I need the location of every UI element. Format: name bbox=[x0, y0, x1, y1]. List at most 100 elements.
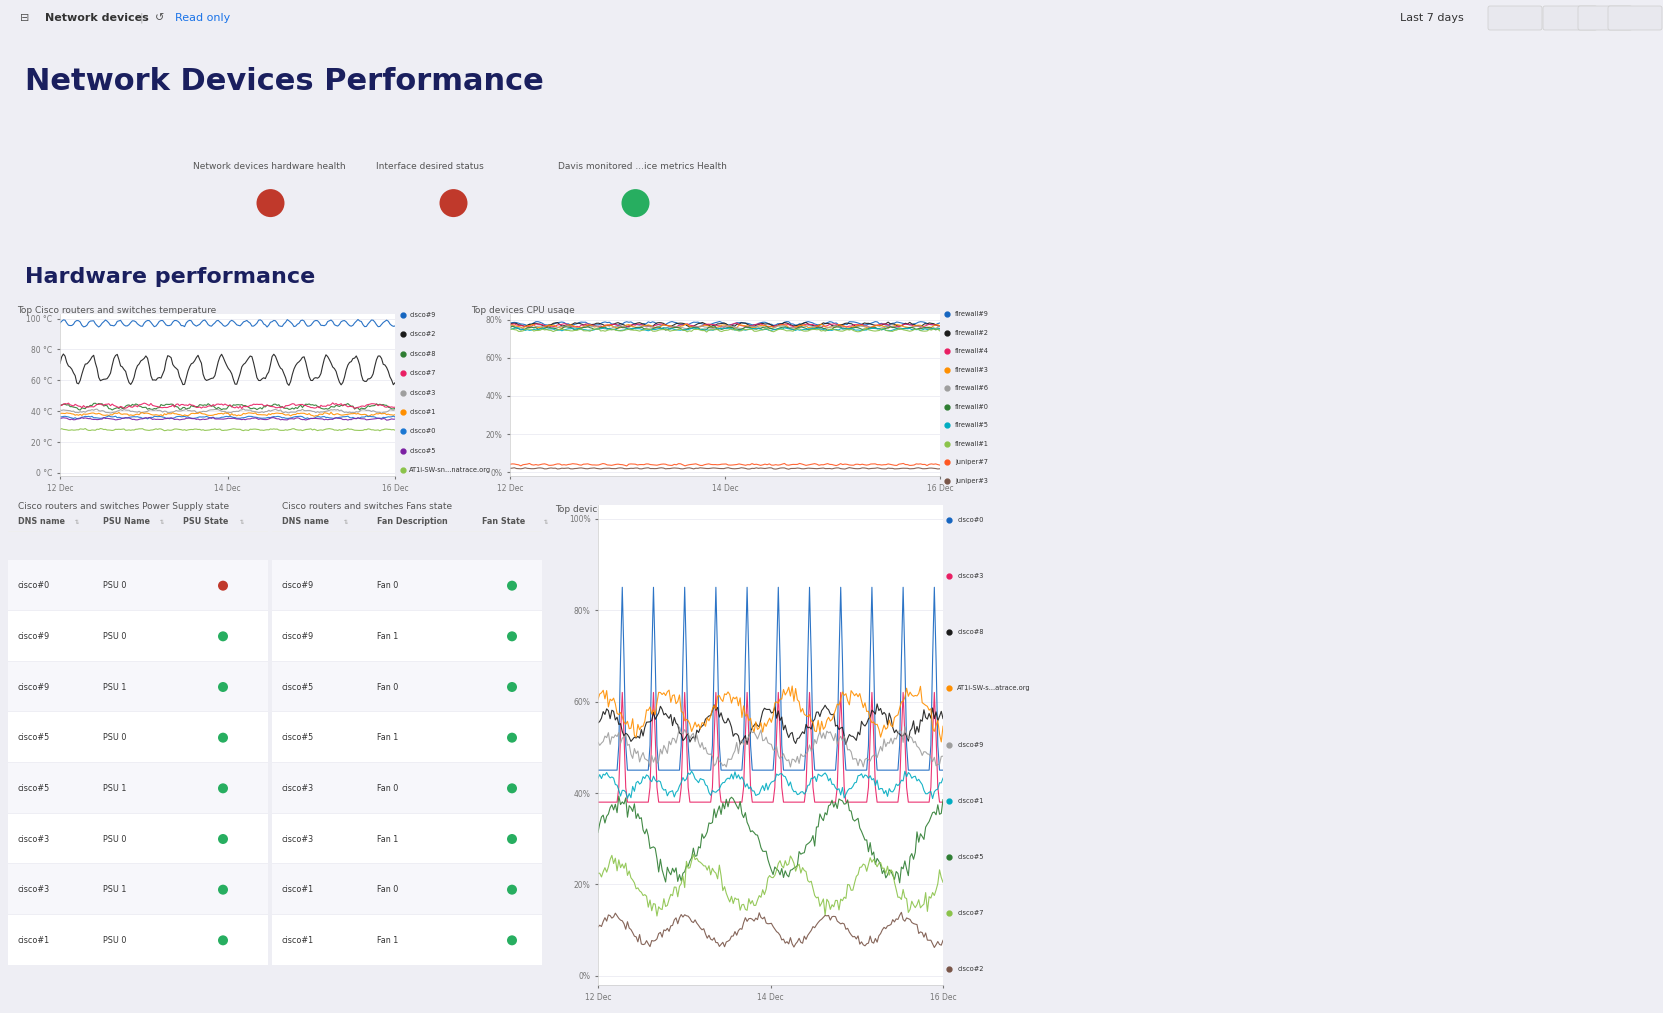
FancyBboxPatch shape bbox=[8, 915, 268, 964]
Text: firewall#2: firewall#2 bbox=[955, 330, 989, 335]
Text: cisco#5: cisco#5 bbox=[283, 683, 314, 692]
Ellipse shape bbox=[622, 189, 650, 217]
Text: Read only: Read only bbox=[175, 13, 229, 23]
Ellipse shape bbox=[256, 189, 284, 217]
Text: cisco#7: cisco#7 bbox=[409, 370, 436, 376]
Text: ⊟: ⊟ bbox=[20, 13, 30, 23]
Text: Fan 1: Fan 1 bbox=[378, 835, 397, 844]
Ellipse shape bbox=[439, 189, 467, 217]
Text: DNS name: DNS name bbox=[283, 518, 329, 527]
Text: firewall#0: firewall#0 bbox=[955, 404, 989, 409]
Text: cisco#9: cisco#9 bbox=[409, 312, 436, 318]
Text: Interface desired status: Interface desired status bbox=[376, 162, 484, 171]
FancyBboxPatch shape bbox=[273, 661, 542, 711]
Ellipse shape bbox=[507, 732, 517, 743]
Text: Last 7 days: Last 7 days bbox=[1400, 13, 1463, 23]
Text: cisco#1: cisco#1 bbox=[283, 885, 314, 894]
Text: cisco#8: cisco#8 bbox=[958, 629, 984, 635]
Text: ⇅: ⇅ bbox=[343, 520, 348, 525]
Text: cisco#1: cisco#1 bbox=[283, 936, 314, 945]
FancyBboxPatch shape bbox=[1543, 6, 1596, 30]
Text: firewall#1: firewall#1 bbox=[955, 441, 989, 447]
FancyBboxPatch shape bbox=[8, 813, 268, 863]
FancyBboxPatch shape bbox=[8, 763, 268, 812]
Text: Fan 1: Fan 1 bbox=[378, 733, 397, 743]
Text: Network Devices Performance: Network Devices Performance bbox=[25, 67, 544, 95]
Ellipse shape bbox=[507, 580, 517, 591]
Text: Fan 1: Fan 1 bbox=[378, 632, 397, 641]
Text: PSU 0: PSU 0 bbox=[103, 733, 126, 743]
Text: Cisco routers and switches Fans state: Cisco routers and switches Fans state bbox=[283, 502, 452, 511]
Text: cisco#5: cisco#5 bbox=[18, 784, 50, 793]
Text: Network devices hardware health: Network devices hardware health bbox=[193, 162, 346, 171]
FancyBboxPatch shape bbox=[273, 813, 542, 863]
Text: juniper#3: juniper#3 bbox=[955, 478, 988, 484]
Text: cisco#5: cisco#5 bbox=[409, 448, 436, 454]
Text: cisco#5: cisco#5 bbox=[18, 733, 50, 743]
FancyBboxPatch shape bbox=[1578, 6, 1631, 30]
Text: cisco#0: cisco#0 bbox=[18, 581, 50, 591]
Ellipse shape bbox=[218, 834, 228, 844]
Text: Fan State: Fan State bbox=[482, 518, 526, 527]
Text: cisco#5: cisco#5 bbox=[283, 733, 314, 743]
Text: firewall#5: firewall#5 bbox=[955, 422, 989, 428]
Text: AT1i-SW-s...atrace.org: AT1i-SW-s...atrace.org bbox=[958, 686, 1031, 692]
Text: Hardware performance: Hardware performance bbox=[25, 267, 316, 287]
Text: ⇅: ⇅ bbox=[73, 520, 80, 525]
Text: |: | bbox=[140, 13, 143, 23]
Text: Fan 0: Fan 0 bbox=[378, 784, 397, 793]
Text: cisco#8: cisco#8 bbox=[409, 350, 436, 357]
Text: AT1i-SW-sn...natrace.org: AT1i-SW-sn...natrace.org bbox=[409, 467, 491, 473]
Text: cisco#7: cisco#7 bbox=[958, 910, 984, 916]
Ellipse shape bbox=[507, 783, 517, 793]
Text: PSU 0: PSU 0 bbox=[103, 936, 126, 945]
Text: cisco#3: cisco#3 bbox=[409, 390, 436, 395]
Text: cisco#1: cisco#1 bbox=[18, 936, 50, 945]
Text: firewall#4: firewall#4 bbox=[955, 348, 989, 355]
Text: cisco#9: cisco#9 bbox=[18, 632, 50, 641]
Text: cisco#3: cisco#3 bbox=[958, 573, 984, 579]
Text: cisco#0: cisco#0 bbox=[958, 517, 984, 523]
Text: cisco#1: cisco#1 bbox=[409, 409, 436, 415]
Text: PSU 0: PSU 0 bbox=[103, 632, 126, 641]
Ellipse shape bbox=[218, 631, 228, 641]
FancyBboxPatch shape bbox=[1608, 6, 1661, 30]
Text: Fan Description: Fan Description bbox=[378, 518, 447, 527]
FancyBboxPatch shape bbox=[273, 560, 542, 610]
Text: cisco#3: cisco#3 bbox=[283, 784, 314, 793]
Text: PSU 1: PSU 1 bbox=[103, 885, 126, 894]
Text: Fan 0: Fan 0 bbox=[378, 581, 397, 591]
Text: Network devices: Network devices bbox=[45, 13, 148, 23]
Text: cisco#3: cisco#3 bbox=[18, 835, 50, 844]
Text: cisco#2: cisco#2 bbox=[958, 966, 984, 971]
Text: cisco#9: cisco#9 bbox=[283, 581, 314, 591]
Ellipse shape bbox=[507, 935, 517, 945]
Text: cisco#9: cisco#9 bbox=[18, 683, 50, 692]
Text: ⇅: ⇅ bbox=[158, 520, 165, 525]
Text: cisco#1: cisco#1 bbox=[958, 797, 984, 803]
Text: cisco#3: cisco#3 bbox=[18, 885, 50, 894]
Text: ⇅: ⇅ bbox=[238, 520, 244, 525]
Ellipse shape bbox=[218, 935, 228, 945]
FancyBboxPatch shape bbox=[1488, 6, 1542, 30]
Text: cisco#2: cisco#2 bbox=[409, 331, 436, 337]
Text: Top Cisco routers and switches temperature: Top Cisco routers and switches temperatu… bbox=[17, 306, 216, 315]
Text: PSU 1: PSU 1 bbox=[103, 683, 126, 692]
FancyBboxPatch shape bbox=[8, 864, 268, 914]
Text: juniper#7: juniper#7 bbox=[955, 459, 988, 465]
FancyBboxPatch shape bbox=[273, 763, 542, 812]
FancyBboxPatch shape bbox=[8, 611, 268, 660]
Text: Top devices memory usage: Top devices memory usage bbox=[555, 505, 679, 515]
Text: Davis monitored ...ice metrics Health: Davis monitored ...ice metrics Health bbox=[559, 162, 727, 171]
Ellipse shape bbox=[507, 884, 517, 894]
Text: Fan 1: Fan 1 bbox=[378, 936, 397, 945]
Ellipse shape bbox=[218, 682, 228, 692]
FancyBboxPatch shape bbox=[8, 661, 268, 711]
Text: cisco#9: cisco#9 bbox=[958, 742, 984, 748]
Ellipse shape bbox=[218, 580, 228, 591]
Ellipse shape bbox=[218, 732, 228, 743]
Text: firewall#9: firewall#9 bbox=[955, 311, 989, 317]
Text: ⇅: ⇅ bbox=[542, 520, 549, 525]
FancyBboxPatch shape bbox=[273, 864, 542, 914]
Text: DNS name: DNS name bbox=[18, 518, 65, 527]
